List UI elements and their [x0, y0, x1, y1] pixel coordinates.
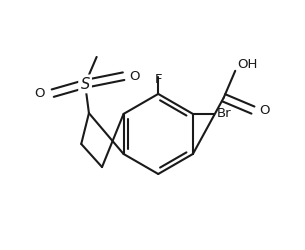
Text: O: O — [34, 87, 45, 100]
Text: F: F — [155, 73, 162, 86]
Text: O: O — [130, 70, 140, 83]
Text: $S$: $S$ — [80, 76, 91, 92]
Text: OH: OH — [237, 58, 257, 71]
Text: Br: Br — [217, 108, 231, 120]
Text: O: O — [259, 104, 270, 117]
